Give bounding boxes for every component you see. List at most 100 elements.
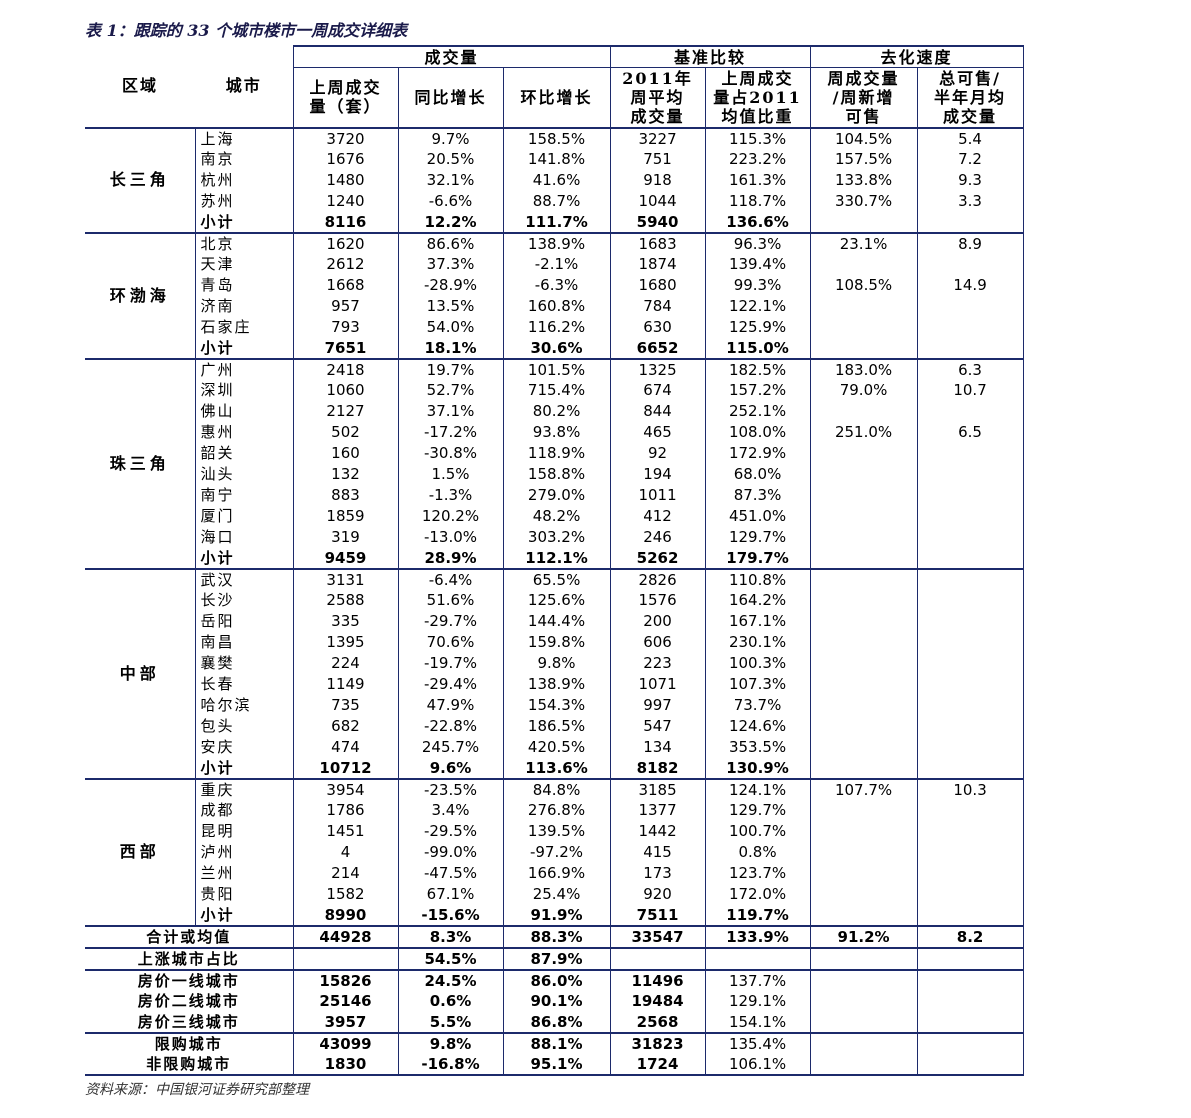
value-cell: 8.2 <box>916 925 1024 949</box>
value-cell: 3131 <box>292 568 398 590</box>
empty-cell <box>809 694 918 716</box>
header-row: 区域 城市 成交量 基准比较 去化速度 <box>85 45 1024 129</box>
header-line: /周新增 <box>832 87 895 107</box>
value-cell: 37.1% <box>397 400 503 422</box>
value-cell: -16.8% <box>397 1053 503 1076</box>
value-cell: 246 <box>609 526 706 548</box>
value-cell: 25146 <box>292 990 398 1012</box>
value-cell: 87.3% <box>704 484 811 506</box>
value-cell: 3227 <box>609 127 706 149</box>
column-header: 环比增长 <box>502 67 611 129</box>
data-row: 厦门 1859 120.2% 48.2% 412 451.0% <box>85 505 1024 527</box>
column-header: 总可售/半年月均 成交量 <box>916 67 1024 129</box>
value-cell: 6652 <box>609 337 706 360</box>
empty-cell <box>809 463 918 485</box>
value-cell: 3185 <box>609 778 706 800</box>
value-cell: 93.8% <box>502 421 611 443</box>
region-name: 环渤海 <box>85 232 195 360</box>
header-line: 同比增长 <box>414 87 487 107</box>
data-row: 汕头 132 1.5% 158.8% 194 68.0% <box>85 463 1024 485</box>
summary-row: 非限购城市 1830 -16.8% 95.1% 1724 106.1% <box>85 1053 1024 1076</box>
value-cell: 11496 <box>609 969 706 991</box>
column-header: 周成交量/周新增 可售 <box>809 67 918 129</box>
value-cell: 1451 <box>292 820 398 842</box>
data-row: 小计 7651 18.1% 30.6% 6652 115.0% <box>85 337 1024 360</box>
value-cell: 139.5% <box>502 820 611 842</box>
city-name: 南京 <box>194 148 293 170</box>
value-cell: 10712 <box>292 757 398 780</box>
city-name: 长春 <box>194 673 293 695</box>
summary-row: 合计或均值 44928 8.3% 88.3% 33547 133.9% 91.2% 8.2 <box>85 925 1024 949</box>
data-row: 济南 957 13.5% 160.8% 784 122.1% <box>85 295 1024 317</box>
header-line: 成交量 <box>630 106 685 126</box>
value-cell: 68.0% <box>704 463 811 485</box>
region-name: 珠三角 <box>85 358 195 570</box>
value-cell: 160.8% <box>502 295 611 317</box>
value-cell: 133.9% <box>704 925 811 949</box>
value-cell: 630 <box>609 316 706 338</box>
empty-cell <box>704 947 811 971</box>
city-name: 济南 <box>194 295 293 317</box>
value-cell: 223.2% <box>704 148 811 170</box>
value-cell: 224 <box>292 652 398 674</box>
city-name: 厦门 <box>194 505 293 527</box>
value-cell: 129.7% <box>704 526 811 548</box>
value-cell: 139.4% <box>704 253 811 275</box>
value-cell: 214 <box>292 862 398 884</box>
empty-cell <box>809 990 918 1012</box>
value-cell: 252.1% <box>704 400 811 422</box>
table-title: 表 1：跟踪的 33 个城市楼市一周成交详细表 <box>85 21 408 40</box>
value-cell: 129.1% <box>704 990 811 1012</box>
data-row: 包头 682 -22.8% 186.5% 547 124.6% <box>85 715 1024 737</box>
value-cell: 14.9 <box>916 274 1024 296</box>
value-cell: 130.9% <box>704 757 811 780</box>
value-cell: 18.1% <box>397 337 503 360</box>
value-cell: 23.1% <box>809 232 918 254</box>
summary-label: 房价三线城市 <box>85 1011 293 1034</box>
city-name: 广州 <box>194 358 293 380</box>
value-cell: 245.7% <box>397 736 503 758</box>
value-cell: 167.1% <box>704 610 811 632</box>
value-cell: 110.8% <box>704 568 811 590</box>
value-cell: 88.1% <box>502 1032 611 1054</box>
city-name: 重庆 <box>194 778 293 800</box>
value-cell: 4 <box>292 841 398 863</box>
header-line: 2011年 <box>622 68 693 88</box>
value-cell: 412 <box>609 505 706 527</box>
value-cell: 1060 <box>292 379 398 401</box>
value-cell: 353.5% <box>704 736 811 758</box>
data-row: 安庆 474 245.7% 420.5% 134 353.5% <box>85 736 1024 758</box>
empty-cell <box>916 526 1024 548</box>
empty-cell <box>916 337 1024 360</box>
empty-cell <box>916 652 1024 674</box>
value-cell: 115.3% <box>704 127 811 149</box>
value-cell: 682 <box>292 715 398 737</box>
value-cell: 118.9% <box>502 442 611 464</box>
value-cell: 88.7% <box>502 190 611 212</box>
value-cell: 9.3 <box>916 169 1024 191</box>
value-cell: 793 <box>292 316 398 338</box>
value-cell: 134 <box>609 736 706 758</box>
value-cell: 1683 <box>609 232 706 254</box>
value-cell: 125.6% <box>502 589 611 611</box>
value-cell: 41.6% <box>502 169 611 191</box>
value-cell: 135.4% <box>704 1032 811 1054</box>
value-cell: 8.9 <box>916 232 1024 254</box>
value-cell: -22.8% <box>397 715 503 737</box>
data-row: 杭州 1480 32.1% 41.6% 918 161.3% 133.8% 9.3 <box>85 169 1024 191</box>
city-name: 惠州 <box>194 421 293 443</box>
empty-cell <box>916 589 1024 611</box>
city-name: 襄樊 <box>194 652 293 674</box>
city-name: 青岛 <box>194 274 293 296</box>
summary-row: 房价二线城市 25146 0.6% 90.1% 19484 129.1% <box>85 990 1024 1012</box>
empty-cell <box>916 442 1024 464</box>
value-cell: 3720 <box>292 127 398 149</box>
value-cell: 133.8% <box>809 169 918 191</box>
data-row: 兰州 214 -47.5% 166.9% 173 123.7% <box>85 862 1024 884</box>
empty-cell <box>916 673 1024 695</box>
value-cell: -6.3% <box>502 274 611 296</box>
value-cell: 751 <box>609 148 706 170</box>
empty-cell <box>916 547 1024 570</box>
value-cell: 47.9% <box>397 694 503 716</box>
value-cell: 0.6% <box>397 990 503 1012</box>
